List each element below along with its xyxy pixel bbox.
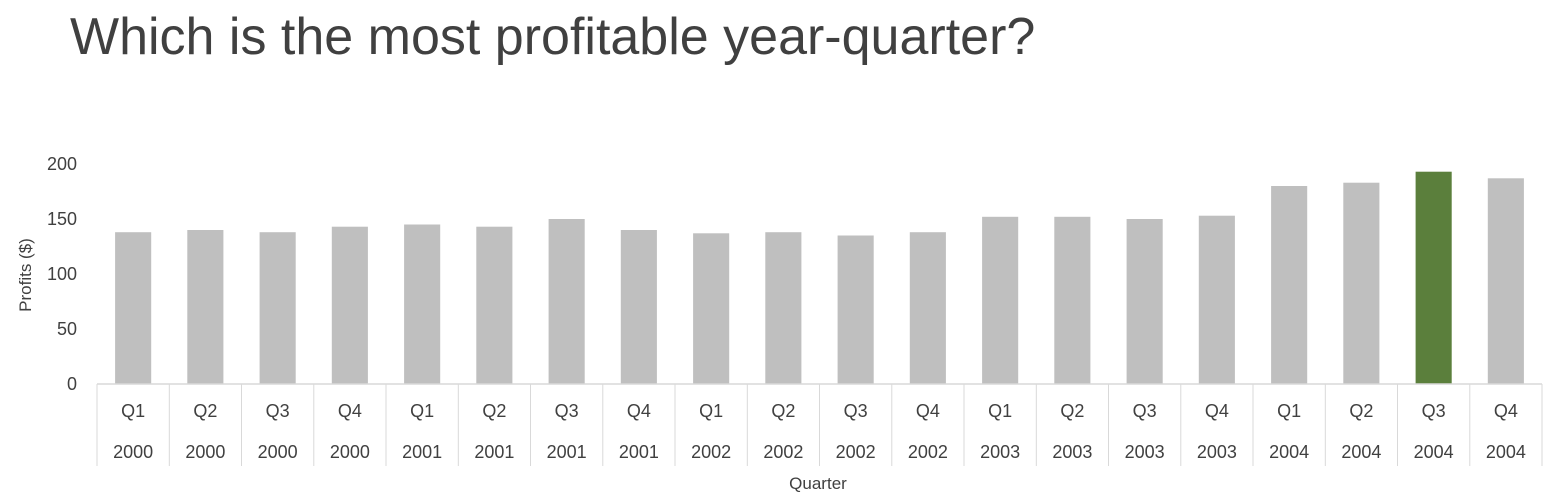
x-tick-label-quarter: Q2 — [482, 401, 506, 421]
bar — [404, 224, 441, 384]
x-tick-label-quarter: Q3 — [266, 401, 290, 421]
x-tick-label-year: 2001 — [402, 442, 442, 462]
x-tick-label-quarter: Q1 — [410, 401, 434, 421]
x-axis — [96, 383, 1543, 466]
bar — [765, 232, 802, 384]
x-tick-label-year: 2004 — [1486, 442, 1526, 462]
bar — [259, 232, 296, 384]
bar-highlighted — [1415, 171, 1452, 384]
bar — [1198, 215, 1235, 384]
bar — [620, 230, 657, 384]
y-tick-label: 100 — [47, 264, 77, 284]
x-tick-label-year: 2002 — [836, 442, 876, 462]
x-tick-label-quarter: Q2 — [193, 401, 217, 421]
chart-title: Which is the most profitable year-quarte… — [70, 8, 1036, 66]
x-tick-label-year: 2000 — [258, 442, 298, 462]
x-tick-label-year: 2004 — [1341, 442, 1381, 462]
bar — [982, 216, 1019, 384]
x-tick-label-year: 2002 — [908, 442, 948, 462]
x-tick-label-quarter: Q1 — [699, 401, 723, 421]
x-tick-label-year: 2002 — [763, 442, 803, 462]
x-tick-label-year: 2001 — [474, 442, 514, 462]
x-axis-label: Quarter — [789, 474, 847, 493]
y-axis: 0 50 100 150 200 — [47, 154, 77, 394]
bar — [548, 219, 585, 384]
bars-layer — [115, 171, 1524, 384]
bar — [1343, 182, 1380, 384]
x-tick-label-year: 2002 — [691, 442, 731, 462]
y-axis-label: Profits ($) — [16, 238, 35, 312]
x-tick-label-quarter: Q1 — [988, 401, 1012, 421]
x-tick-label-year: 2003 — [980, 442, 1020, 462]
x-tick-label-quarter: Q4 — [627, 401, 651, 421]
y-tick-label: 200 — [47, 154, 77, 174]
bar — [187, 230, 224, 384]
bar — [837, 235, 874, 384]
x-tick-labels: Q1 2000 Q2 2000 Q3 2000 Q4 2000 Q1 2001 Q2 2001 Q3 20… — [113, 401, 1526, 462]
bar — [1126, 219, 1163, 384]
x-tick-label-year: 2003 — [1052, 442, 1092, 462]
bar — [1054, 216, 1091, 384]
x-tick-label-year: 2001 — [547, 442, 587, 462]
x-tick-label-quarter: Q4 — [916, 401, 940, 421]
x-tick-label-quarter: Q2 — [771, 401, 795, 421]
x-tick-label-year: 2001 — [619, 442, 659, 462]
bar — [1487, 178, 1524, 384]
bar — [1271, 186, 1308, 384]
bar — [476, 226, 513, 384]
x-tick-label-quarter: Q3 — [555, 401, 579, 421]
x-tick-label-quarter: Q1 — [121, 401, 145, 421]
bar — [331, 226, 368, 384]
x-tick-label-year: 2004 — [1269, 442, 1309, 462]
x-tick-label-quarter: Q3 — [844, 401, 868, 421]
x-tick-label-quarter: Q4 — [338, 401, 362, 421]
bar — [693, 233, 730, 384]
x-tick-label-year: 2004 — [1414, 442, 1454, 462]
x-tick-label-year: 2003 — [1125, 442, 1165, 462]
bar — [115, 232, 152, 384]
x-tick-label-year: 2000 — [185, 442, 225, 462]
x-tick-label-year: 2003 — [1197, 442, 1237, 462]
x-tick-label-quarter: Q2 — [1349, 401, 1373, 421]
x-tick-label-quarter: Q1 — [1277, 401, 1301, 421]
x-tick-label-year: 2000 — [113, 442, 153, 462]
y-tick-label: 150 — [47, 209, 77, 229]
x-tick-label-quarter: Q3 — [1133, 401, 1157, 421]
y-tick-label: 0 — [67, 374, 77, 394]
x-tick-label-quarter: Q2 — [1060, 401, 1084, 421]
bar — [909, 232, 946, 384]
x-tick-label-quarter: Q3 — [1422, 401, 1446, 421]
y-tick-label: 50 — [57, 319, 77, 339]
x-tick-label-quarter: Q4 — [1494, 401, 1518, 421]
x-tick-label-year: 2000 — [330, 442, 370, 462]
x-tick-label-quarter: Q4 — [1205, 401, 1229, 421]
